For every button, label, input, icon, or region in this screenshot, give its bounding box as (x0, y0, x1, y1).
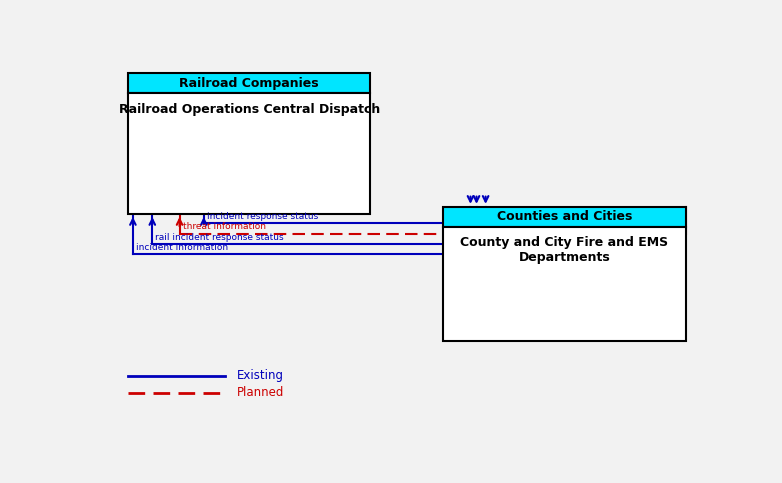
Text: County and City Fire and EMS
Departments: County and City Fire and EMS Departments (461, 237, 669, 265)
Bar (128, 73, 371, 93)
Bar (443, 227, 686, 341)
Text: rail incident response status: rail incident response status (156, 233, 284, 242)
Text: Existing: Existing (237, 369, 284, 383)
Text: threat information: threat information (183, 222, 266, 231)
Text: Counties and Cities: Counties and Cities (497, 211, 632, 224)
Text: incident information: incident information (136, 243, 228, 252)
Text: Railroad Companies: Railroad Companies (179, 77, 319, 89)
Text: Railroad Operations Central Dispatch: Railroad Operations Central Dispatch (119, 102, 380, 115)
Text: Planned: Planned (237, 386, 285, 399)
Bar (443, 207, 686, 227)
Bar (128, 93, 371, 214)
Text: incident response status: incident response status (206, 212, 318, 221)
